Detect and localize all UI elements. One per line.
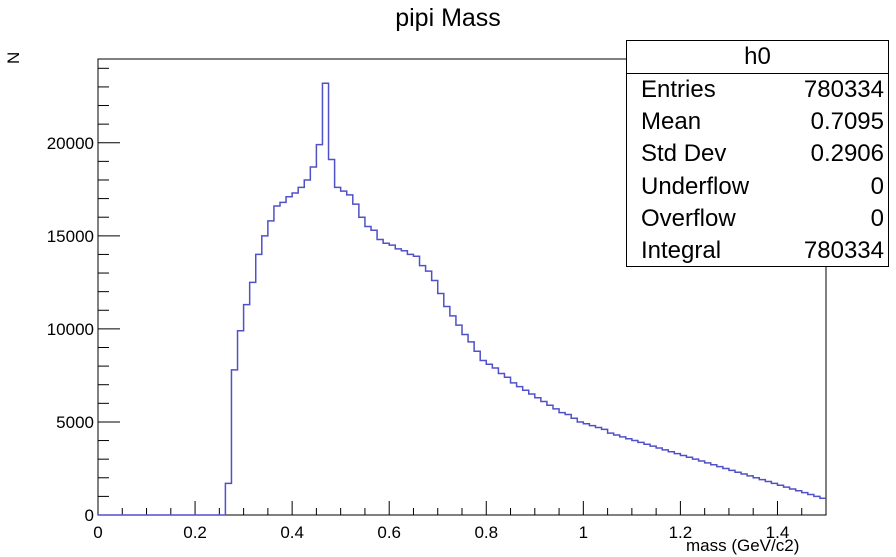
x-tick-label: 1.4 (766, 523, 790, 542)
x-tick-label: 0.2 (183, 523, 207, 542)
stats-value: 0.2906 (810, 140, 884, 168)
stats-label: Entries (641, 76, 716, 103)
histogram-line (98, 82, 826, 516)
y-tick-label: 10000 (47, 320, 94, 339)
y-tick-label: 20000 (47, 134, 94, 153)
stats-box-title: h0 (627, 41, 888, 74)
stats-row-overflow: Overflow 0 (627, 203, 888, 235)
y-tick-label: 5000 (56, 413, 94, 432)
x-axis-label: mass (GeV/c2) (686, 536, 800, 555)
y-axis-ticks: 0 5000 10000 15000 20000 (47, 67, 120, 525)
y-tick-label: 15000 (47, 227, 94, 246)
stats-value: 780334 (803, 236, 884, 264)
stats-label: Overflow (641, 204, 736, 232)
x-tick-label: 0.4 (280, 523, 304, 542)
stats-label: Mean (641, 108, 702, 136)
x-axis-ticks: 0 0.2 0.4 0.6 0.8 1 1.2 1.4 (93, 501, 827, 542)
stats-value: 0.7095 (810, 108, 884, 136)
x-tick-label: 1 (579, 523, 588, 542)
stats-label: Underflow (641, 172, 750, 200)
stats-value: 0 (870, 204, 884, 232)
stats-row-underflow: Underflow 0 (627, 171, 888, 203)
y-tick-label: 0 (85, 506, 94, 525)
stats-value: 0 (870, 172, 884, 200)
chart-title: pipi Mass (395, 4, 501, 32)
stats-row-integral: Integral 780334 (627, 235, 888, 267)
x-tick-label: 1.2 (669, 523, 693, 542)
stats-value: 780334 (803, 76, 884, 103)
stats-label: Integral (641, 236, 722, 264)
stats-row-mean: Mean 0.7095 (627, 106, 888, 138)
stats-box: h0 Entries 780334 Mean 0.7095 Std Dev 0.… (626, 40, 889, 267)
stats-row-entries: Entries 780334 (627, 74, 888, 106)
x-tick-label: 0.8 (474, 523, 498, 542)
stats-label: Std Dev (641, 140, 727, 168)
stats-row-stddev: Std Dev 0.2906 (627, 138, 888, 170)
x-tick-label: 0 (93, 523, 102, 542)
x-tick-label: 0.6 (377, 523, 401, 542)
